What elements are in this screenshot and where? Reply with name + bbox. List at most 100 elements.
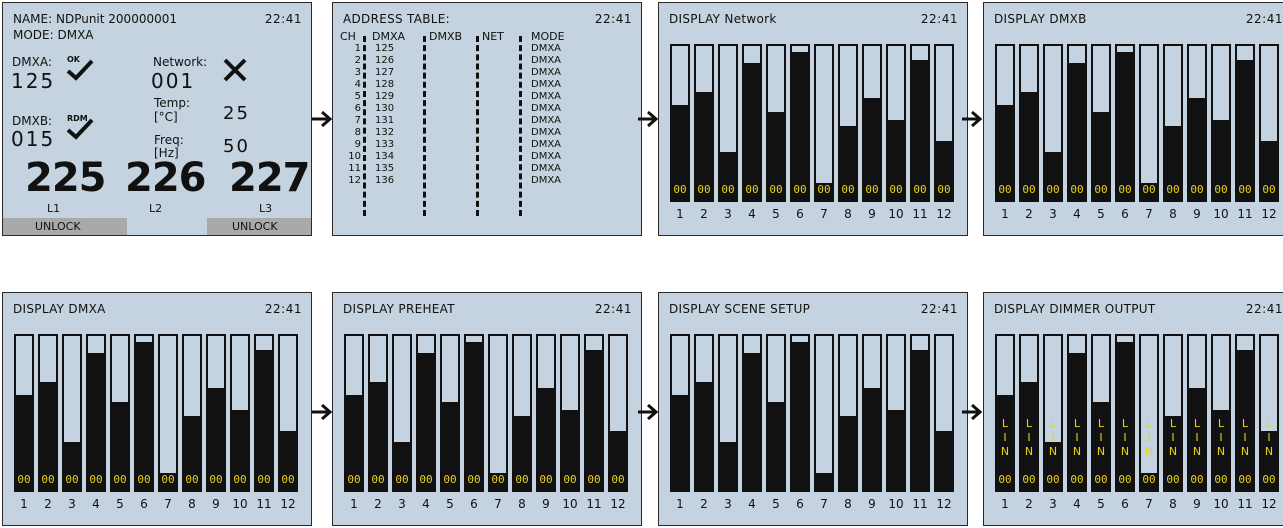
network-label: Network: xyxy=(153,55,208,69)
channel-value-label: 00 xyxy=(113,473,127,486)
channel-level-fill xyxy=(768,402,784,490)
softkey-gap xyxy=(127,218,207,235)
column-divider xyxy=(519,36,524,216)
channel-number-label: 6 xyxy=(470,497,478,511)
softkey-bar: UNLOCK UNLOCK xyxy=(3,218,311,235)
channel-level-fill xyxy=(792,342,808,490)
phase-l3-label: L3 xyxy=(259,202,273,215)
channel-value-label: 00 xyxy=(913,183,927,196)
channel-level-fill xyxy=(418,352,434,490)
channel-level-bar: 00 xyxy=(62,334,82,492)
unlock-softkey-left[interactable]: UNLOCK xyxy=(35,220,81,233)
dimmer-curve-letter: N xyxy=(1168,445,1178,458)
channel-value-label: 00 xyxy=(161,473,175,486)
channel-level-bar xyxy=(838,334,858,492)
screen-title: DISPLAY DMXA xyxy=(13,302,106,316)
channel-value-label: 00 xyxy=(998,183,1012,196)
channel-level-fill xyxy=(442,402,458,490)
channel-value-label: 00 xyxy=(1214,183,1228,196)
unit-name: NAME: NDPunit 200000001 xyxy=(13,12,177,26)
channel-bar-chart: 00 1 00 2 00 3 00 4 00 5 00 6 00 7 00 8 00 9 00 10 00 11 00 12 xyxy=(14,334,304,511)
channel-level-fill xyxy=(744,352,760,490)
arrow-right-icon xyxy=(312,403,333,421)
channel-number-label: 10 xyxy=(1213,207,1229,221)
channel-level-bar: 00 xyxy=(766,44,786,202)
channel-number-label: 5 xyxy=(116,497,124,511)
dmxa-address: 127 xyxy=(375,67,395,78)
address-table-screen: ADDRESS TABLE: 22:41 CH DMXA DMXB NET MO… xyxy=(332,2,642,236)
channel-number-label: 6 xyxy=(796,207,804,221)
dmxa-address: 129 xyxy=(375,91,395,102)
channel-level-bar: 00 xyxy=(1091,44,1111,202)
mode-value: DMXA xyxy=(531,55,562,66)
channel-level-bar: 00 xyxy=(1187,44,1207,202)
channel-level-bar: 00 xyxy=(934,44,954,202)
channel-level-fill xyxy=(1141,183,1157,200)
dimmer-curve-letter: N xyxy=(1048,445,1058,458)
channel-value-label: 00 xyxy=(817,183,831,196)
channel-level-bar: 00 xyxy=(536,334,556,492)
dimmer-curve-letter: N xyxy=(1024,445,1034,458)
channel-level-fill xyxy=(1093,402,1109,490)
channel-level-fill xyxy=(696,92,712,200)
dimmer-curve-letter: I xyxy=(1171,431,1175,444)
channel-number-label: 11 xyxy=(1237,207,1253,221)
dmxa-label: DMXA: xyxy=(12,55,52,69)
channel-number-label: 2 xyxy=(700,207,708,221)
channel-value-label: 00 xyxy=(233,473,247,486)
channel-bar-chart: 1 2 3 4 5 6 7 8 9 10 11 12 xyxy=(670,334,960,511)
channel-value-label: 00 xyxy=(467,473,481,486)
phase-l2-label: L2 xyxy=(149,202,163,215)
channel-level-fill xyxy=(514,416,530,490)
channel-number-label: 9 xyxy=(542,497,550,511)
channel-level-fill xyxy=(1261,431,1277,490)
channel-value-label: 00 xyxy=(1022,183,1036,196)
channel-number-label: 11 xyxy=(1237,497,1253,511)
dimmer-curve-letter: L xyxy=(1169,417,1177,430)
channel-level-bar: 00 xyxy=(584,334,604,492)
channel-level-bar: 00 xyxy=(1163,44,1183,202)
channel-level-fill xyxy=(1213,119,1229,200)
arrow-right-icon xyxy=(962,403,983,421)
channel-value-label: 00 xyxy=(89,473,103,486)
clock: 22:41 xyxy=(594,302,632,316)
dimmer-curve-letter: N xyxy=(1120,445,1130,458)
channel-value-label: 00 xyxy=(721,183,735,196)
phase-l1-label: L1 xyxy=(47,202,61,215)
dimmer-curve-letter: N xyxy=(1216,445,1226,458)
channel-number-label: 7 xyxy=(494,497,502,511)
channel-value-label: 00 xyxy=(1070,473,1084,486)
channel-level-fill xyxy=(1189,388,1205,490)
channel-level-bar: 00 xyxy=(110,334,130,492)
column-divider xyxy=(363,36,368,216)
channel-level-bar xyxy=(694,334,714,492)
mode-value: DMXA xyxy=(531,43,562,54)
channel-level-fill xyxy=(1069,352,1085,490)
channel-level-fill xyxy=(888,409,904,490)
channel-level-fill xyxy=(466,342,482,490)
channel-value-label: 00 xyxy=(1094,473,1108,486)
channel-value-label: 00 xyxy=(563,473,577,486)
dmxa-address: 132 xyxy=(375,127,395,138)
channel-level-fill xyxy=(840,416,856,490)
channel-number-label: 6 xyxy=(1121,207,1129,221)
freq-value: 50 xyxy=(223,136,250,157)
dimmer-curve-letter: L xyxy=(1049,417,1057,430)
channel-level-fill xyxy=(232,409,248,490)
channel-level-fill xyxy=(672,104,688,200)
channel-number-label: 6 xyxy=(796,497,804,511)
unlock-softkey-right[interactable]: UNLOCK xyxy=(232,220,278,233)
channel-value-label: 00 xyxy=(1262,473,1276,486)
channel-value-label: 00 xyxy=(419,473,433,486)
channel-number-label: 4 xyxy=(1073,497,1081,511)
network-value: 001 xyxy=(151,69,196,93)
channel-level-fill xyxy=(792,52,808,200)
channel-number-label: 3 xyxy=(398,497,406,511)
mode-value: DMXA xyxy=(531,163,562,174)
channel-level-bar: 00 xyxy=(368,334,388,492)
channel-value-label: 00 xyxy=(587,473,601,486)
channel-level-fill xyxy=(912,59,928,200)
dimmer-curve-letter: L xyxy=(1001,417,1009,430)
channel-number-label: 1 xyxy=(676,207,684,221)
col-header-dmxb: DMXB xyxy=(429,30,463,43)
